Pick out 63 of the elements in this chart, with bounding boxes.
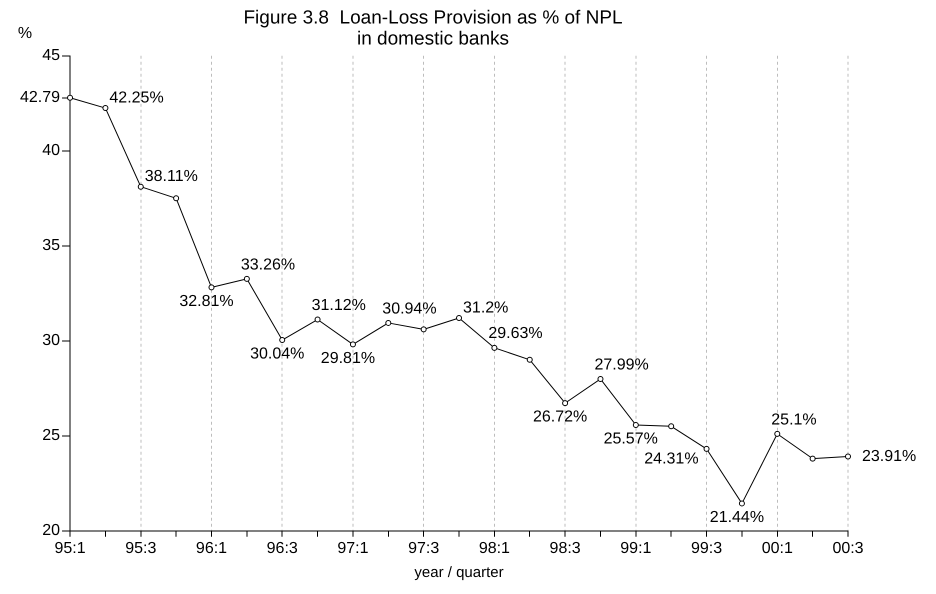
- point: [314, 316, 321, 323]
- x-tick-label: 99:3: [690, 540, 722, 557]
- data-label: 31.2%: [463, 299, 508, 316]
- point: [67, 94, 74, 101]
- point: [102, 105, 108, 112]
- x-tick-label: 97:1: [337, 540, 369, 557]
- data-label: 25.57%: [604, 430, 658, 448]
- point: [738, 500, 745, 506]
- data-label: 29.63%: [488, 325, 543, 342]
- data-label: 27.99%: [594, 356, 649, 374]
- data-label: 30.94%: [382, 300, 437, 318]
- data-label: 21.44%: [710, 508, 764, 526]
- x-tick-label: 97:3: [408, 540, 440, 557]
- data-label: 25.1%: [771, 411, 817, 428]
- x-tick-label: 99:1: [620, 540, 652, 557]
- x-tick-label: 98:1: [478, 540, 510, 557]
- point: [704, 446, 710, 452]
- point: [668, 423, 674, 430]
- y-axis-title: %: [18, 25, 32, 42]
- x-axis-title: year / quarter: [414, 564, 504, 582]
- point: [385, 320, 392, 326]
- data-label: 30.04%: [250, 345, 304, 362]
- point: [526, 356, 533, 363]
- data-label: 31.12%: [312, 296, 366, 314]
- point: [562, 400, 568, 406]
- point: [279, 337, 286, 344]
- y-tick-label: 25: [42, 427, 60, 444]
- point: [244, 276, 250, 282]
- text: in domestic banks: [356, 28, 510, 50]
- x-tick-label: 95:3: [125, 540, 156, 557]
- x-tick-label: 96:1: [196, 540, 228, 557]
- x-tick-label: 95:1: [54, 540, 86, 557]
- data-label: 42.25%: [109, 89, 164, 106]
- point: [632, 422, 639, 428]
- y-tick-label: 30: [42, 332, 60, 350]
- point: [845, 454, 851, 460]
- point: [491, 344, 498, 351]
- point: [208, 284, 214, 290]
- x-tick-label: 00:3: [832, 540, 864, 557]
- x-tick-label: 96:3: [266, 540, 298, 557]
- point: [810, 456, 816, 462]
- data-label: 24.31%: [644, 450, 699, 468]
- y-tick-label: 42.79: [20, 89, 60, 106]
- data-label: 26.72%: [532, 408, 588, 426]
- point: [420, 326, 427, 332]
- data-label: 23.91%: [862, 448, 916, 465]
- point: [350, 341, 356, 348]
- text: Figure 3.8 Loan-Loss Provision as % of NPL: [243, 8, 623, 29]
- point: [138, 184, 144, 190]
- data-label: 29.81%: [320, 350, 376, 367]
- point: [173, 195, 180, 202]
- y-tick-label: 45: [42, 47, 60, 64]
- y-tick-label: 40: [42, 142, 60, 160]
- data-label: 38.11%: [144, 168, 198, 186]
- point: [456, 315, 462, 321]
- x-tick-label: 98:3: [550, 540, 581, 557]
- data-label: 32.81%: [179, 292, 234, 310]
- point: [597, 376, 604, 382]
- x-tick-label: 00:1: [762, 540, 793, 557]
- point: [774, 430, 780, 437]
- y-tick-label: 20: [42, 522, 60, 540]
- data-label: 33.26%: [240, 256, 296, 274]
- y-tick-label: 35: [42, 237, 60, 254]
